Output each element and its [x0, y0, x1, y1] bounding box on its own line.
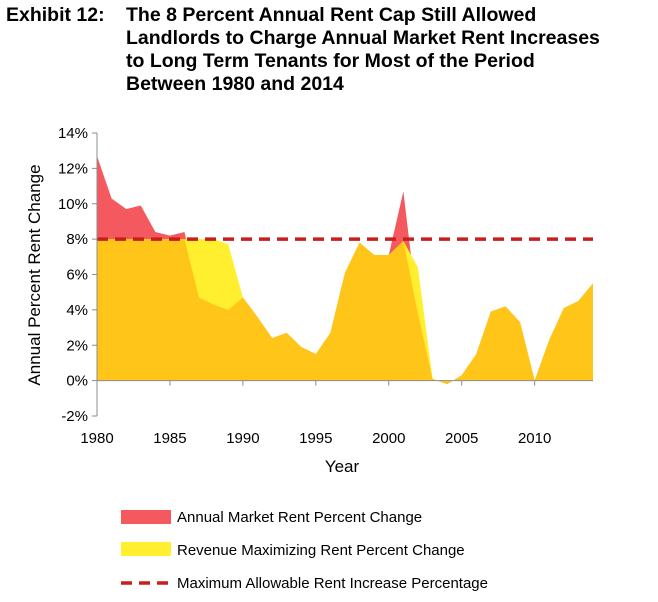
y-tick-label: 6% — [66, 267, 88, 284]
x-tick-label: 2010 — [518, 430, 551, 447]
legend-label-market: Annual Market Rent Percent Change — [177, 509, 422, 526]
title-line-4: Between 1980 and 2014 — [126, 73, 344, 95]
x-tick-label: 1990 — [226, 430, 259, 447]
title-line-3: to Long Term Tenants for Most of the Per… — [126, 50, 535, 72]
y-tick-label: 8% — [66, 231, 88, 248]
x-tick-label: 1985 — [153, 430, 186, 447]
legend-swatch-market — [121, 510, 171, 524]
legend-label-revenue: Revenue Maximizing Rent Percent Change — [177, 542, 465, 559]
y-axis-title: Annual Percent Rent Change — [25, 164, 44, 385]
area-overlap — [97, 239, 593, 385]
x-tick-label: 2005 — [445, 430, 478, 447]
y-tick-label: 0% — [66, 373, 88, 390]
x-axis-ticks: 1980 1985 1990 1995 2000 2005 2010 — [80, 380, 551, 447]
y-axis-ticks: -2% 0% 2% 4% 6% 8% 10% 12% 14% — [58, 125, 97, 425]
y-tick-label: -2% — [61, 408, 88, 425]
y-tick-label: 10% — [58, 196, 88, 213]
legend: Annual Market Rent Percent Change Revenu… — [121, 509, 488, 592]
y-tick-label: 2% — [66, 337, 88, 354]
legend-swatch-revenue — [121, 542, 171, 556]
y-tick-label: 4% — [66, 302, 88, 319]
x-tick-label: 1980 — [80, 430, 113, 447]
plot-areas — [97, 155, 593, 385]
title-line-2: Landlords to Charge Annual Market Rent I… — [126, 27, 600, 49]
x-axis-title: Year — [325, 457, 360, 476]
x-tick-label: 2000 — [372, 430, 405, 447]
title-line-1: The 8 Percent Annual Rent Cap Still Allo… — [126, 4, 537, 26]
x-tick-label: 1995 — [299, 430, 332, 447]
y-tick-label: 12% — [58, 160, 88, 177]
exhibit-label: Exhibit 12: — [6, 4, 105, 26]
legend-label-max-allowable: Maximum Allowable Rent Increase Percenta… — [177, 575, 488, 592]
y-tick-label: 14% — [58, 125, 88, 142]
